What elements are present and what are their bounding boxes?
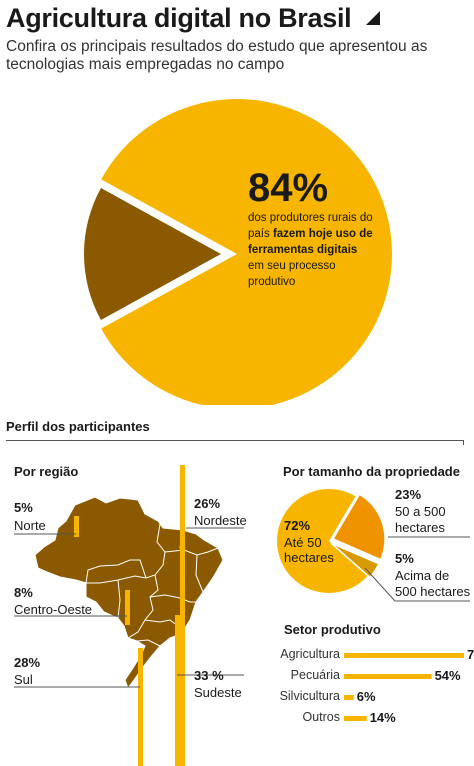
pie-slice-minor (84, 187, 221, 321)
triangle-icon (366, 11, 380, 25)
size-acima-500-line1: Acima de (395, 568, 450, 583)
size-50-500-line2: hectares (395, 520, 445, 535)
region-leaders (14, 527, 244, 688)
sector-value-pecuária: 54% (434, 668, 461, 683)
sector-label-outros: Outros (302, 710, 340, 724)
size-acima-500-line2: 500 hectares (395, 584, 471, 599)
region-sudeste-pct: 33 % (194, 668, 224, 683)
size-50-500-line1: 50 a 500 (395, 504, 446, 519)
hero-text-1: dos produtores rurais do país (248, 212, 373, 240)
pie-slice-major (101, 99, 392, 405)
sector-title: Setor produtivo (284, 622, 381, 637)
region-sul-pct: 28% (14, 655, 41, 670)
size-leaders (364, 536, 470, 602)
size-slice-acima-500 (330, 542, 380, 579)
size-50-500-pct: 23% (395, 487, 422, 502)
page-title: Agricultura digital no Brasil (6, 3, 352, 33)
size-acima-500-pct: 5% (395, 551, 414, 566)
profile-graphics (14, 465, 470, 766)
hero-description: dos produtores rurais do país fazem hoje… (248, 210, 373, 290)
region-norte-pct: 5% (14, 500, 33, 515)
sector-bar-agricultura (344, 653, 464, 658)
section-title: Perfil dos participantes (6, 419, 150, 434)
section-divider-tick (463, 440, 464, 445)
sector-value-outros: 14% (369, 710, 396, 725)
hero-text-bold: fazem hoje uso de ferramentas digitais (248, 228, 373, 256)
size-ate-50-pct: 72% (284, 518, 311, 533)
sector-bar-silvicultura (344, 695, 354, 700)
region-nordeste-name: Nordeste (194, 513, 247, 528)
size-pie-slices (277, 489, 386, 594)
sector-label-silvicultura: Silvicultura (279, 689, 340, 703)
sector-bar-pecuária (344, 674, 432, 679)
sector-bars (344, 653, 464, 721)
hero-pie-chart (84, 99, 392, 405)
region-title: Por região (14, 464, 79, 479)
sector-bar-outros (344, 716, 367, 721)
size-slice-ate-50 (277, 489, 369, 594)
region-bar-sudeste (175, 615, 180, 766)
region-sul-name: Sul (14, 672, 33, 687)
region-sudeste-name: Sudeste (194, 685, 242, 700)
hero-text-2: em seu processo produtivo (248, 260, 336, 288)
hero-pie-slices (84, 99, 392, 405)
region-centro-oeste-pct: 8% (14, 585, 33, 600)
region-bar-norte (74, 516, 79, 537)
sector-value-silvicultura: 6% (356, 689, 376, 704)
size-slice-50-500 (331, 493, 386, 561)
region-centro-oeste-name: Centro-Oeste (14, 602, 93, 617)
section-divider (6, 440, 464, 441)
size-ate-50-line2: hectares (284, 550, 334, 565)
sector-label-agricultura: Agricultura (280, 647, 340, 661)
hero-percent: 84% (248, 166, 329, 210)
region-bar-sul (138, 648, 143, 766)
leader-acima-500 (364, 567, 470, 602)
region-bar-nordeste (180, 465, 185, 766)
sector-value-agricultura: 74% (467, 647, 474, 662)
size-ate-50-line1: Até 50 (284, 535, 322, 550)
region-bars (74, 465, 185, 766)
region-norte-name: Norte (14, 518, 46, 533)
page-subtitle: Confira os principais resultados do estu… (6, 38, 428, 73)
map-borders (85, 523, 219, 647)
region-nordeste-pct: 26% (194, 496, 221, 511)
region-bar-centro-oeste (125, 590, 130, 625)
size-title: Por tamanho da propriedade (283, 464, 460, 479)
sector-label-pecuária: Pecuária (290, 668, 340, 682)
